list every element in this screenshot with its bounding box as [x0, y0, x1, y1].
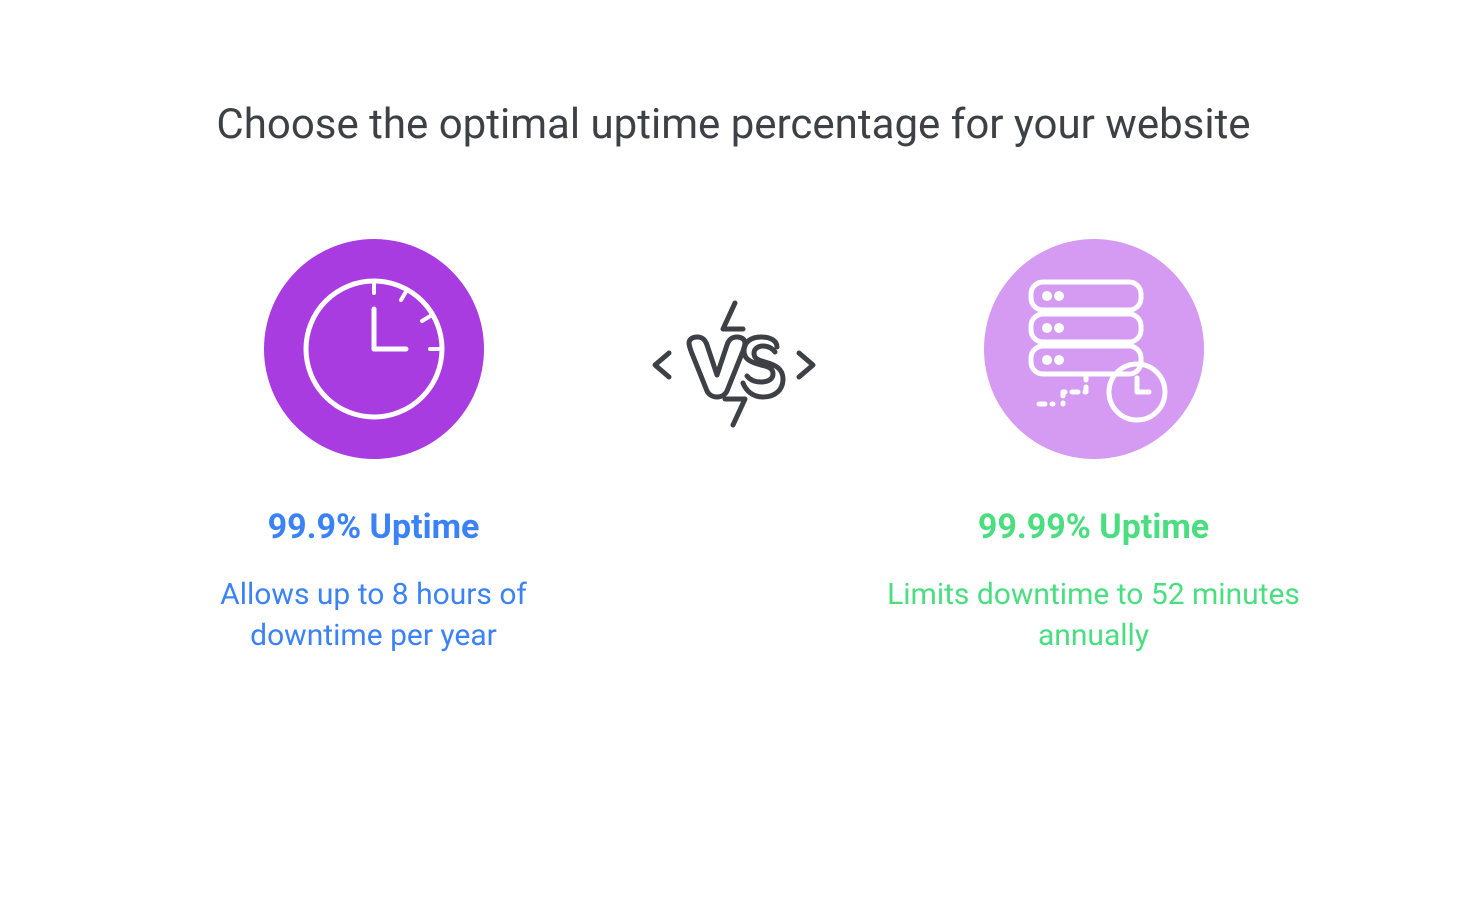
vs-badge	[644, 299, 824, 429]
option-left: 99.9% Uptime Allows up to 8 hours of dow…	[154, 239, 594, 656]
page-title: Choose the optimal uptime percentage for…	[216, 100, 1250, 149]
server-icon-circle	[984, 239, 1204, 459]
right-description: Limits downtime to 52 minutes annually	[884, 575, 1304, 656]
option-right: 99.99% Uptime Limits downtime to 52 minu…	[874, 239, 1314, 656]
left-heading: 99.9% Uptime	[268, 507, 480, 547]
vs-icon	[649, 299, 819, 429]
clock-icon	[294, 269, 454, 429]
right-heading: 99.99% Uptime	[978, 507, 1209, 547]
left-description: Allows up to 8 hours of downtime per yea…	[164, 575, 584, 656]
server-clock-icon	[1009, 264, 1179, 434]
clock-icon-circle	[264, 239, 484, 459]
comparison-row: 99.9% Uptime Allows up to 8 hours of dow…	[0, 239, 1467, 656]
